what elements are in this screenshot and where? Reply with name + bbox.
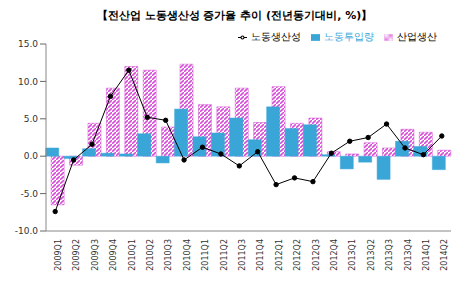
svg-text:2014Q1: 2014Q1 [422,239,431,271]
html-text:【전산업 노동생산성 증가율 추이 (전년동기대비, %)】: 【전산업 노동생산성 증가율 추이 (전년동기대비, %)】 [96,9,373,22]
svg-text:2009Q4: 2009Q4 [109,239,118,271]
svg-text:10.0: 10.0 [18,77,38,87]
svg-text:2013Q4: 2013Q4 [404,239,413,271]
svg-text:2011Q1: 2011Q1 [201,239,210,271]
svg-text:2011Q2: 2011Q2 [220,239,229,271]
svg-text:2012Q1: 2012Q1 [275,239,284,271]
html-text:노동생산성: 노동생산성 [251,31,301,42]
svg-text:-5.0: -5.0 [20,189,38,199]
svg-text:2012Q2: 2012Q2 [293,239,302,271]
svg-text:2011Q4: 2011Q4 [256,239,265,271]
svg-text:2009Q3: 2009Q3 [91,239,100,271]
svg-text:2010Q4: 2010Q4 [183,239,192,271]
svg-text:15.0: 15.0 [18,39,38,49]
html-text:노동투입량: 노동투입량 [324,31,374,42]
svg-text:-10.0: -10.0 [15,226,39,236]
svg-text:2010Q3: 2010Q3 [164,239,173,271]
svg-text:2011Q3: 2011Q3 [238,239,247,271]
svg-text:2013Q2: 2013Q2 [367,239,376,271]
svg-text:2012Q3: 2012Q3 [312,239,321,271]
svg-text:0.0: 0.0 [24,151,39,161]
svg-text:2010Q1: 2010Q1 [128,239,137,271]
svg-text:2009Q1: 2009Q1 [54,239,63,271]
svg-text:2012Q4: 2012Q4 [330,239,339,271]
html-text:산업생산: 산업생산 [397,31,437,42]
svg-text:2009Q2: 2009Q2 [72,239,81,271]
svg-text:2014Q2: 2014Q2 [440,239,449,271]
svg-text:5.0: 5.0 [24,114,39,124]
svg-text:2013Q3: 2013Q3 [385,239,394,271]
svg-text:2010Q2: 2010Q2 [146,239,155,271]
svg-text:2013Q1: 2013Q1 [348,239,357,271]
